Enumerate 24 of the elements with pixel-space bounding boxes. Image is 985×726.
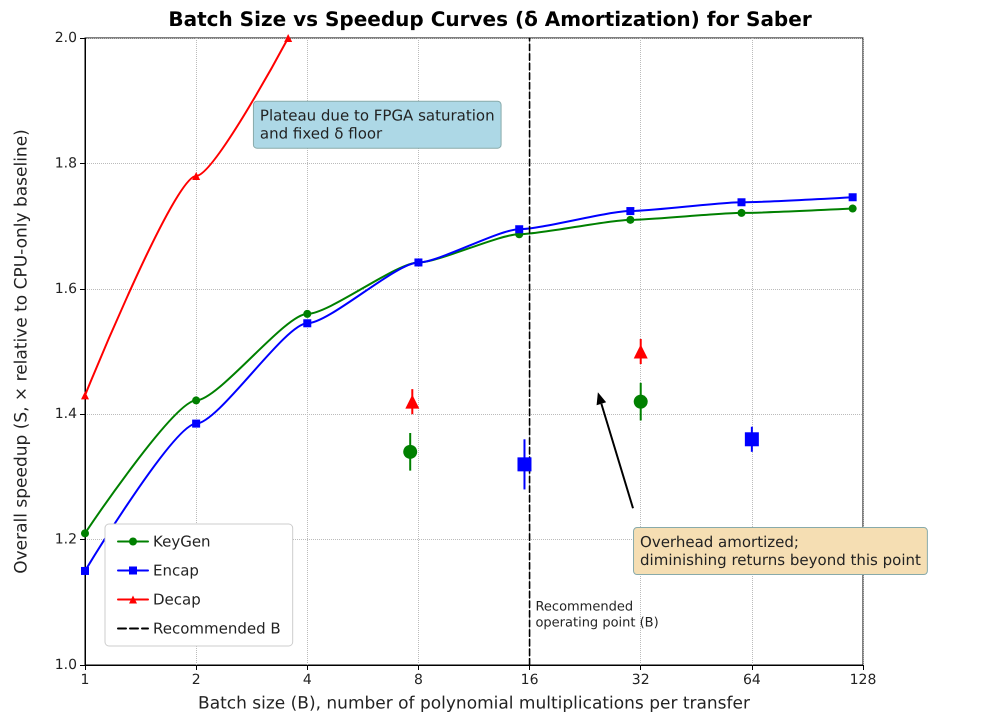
x-tick-label: 2: [192, 672, 201, 688]
legend-label: KeyGen: [153, 532, 211, 550]
y-axis-title: Overall speedup (S, × relative to CPU-only baseline): [12, 129, 32, 574]
legend-label: Recommended B: [153, 620, 281, 638]
x-tick-label: 16: [520, 672, 539, 688]
x-tick-label: 32: [632, 672, 650, 688]
legend-label: Encap: [153, 562, 199, 580]
x-axis-title: Batch size (B), number of polynomial multiplications per transfer: [198, 694, 750, 714]
x-tick-label: 64: [742, 672, 761, 688]
annotation: Overhead amortized; diminishing returns beyond this point: [640, 533, 922, 570]
annotation: Plateau due to FPGA saturation and fixed δ floor: [260, 106, 495, 143]
y-tick-label: 1.2: [54, 532, 77, 548]
x-tick-label: 128: [850, 672, 876, 688]
x-tick-label: 8: [414, 672, 423, 688]
chart-title: Batch Size vs Speedup Curves (δ Amortization) for Saber: [168, 7, 812, 31]
y-tick-label: 1.0: [54, 657, 77, 673]
y-tick-label: 1.4: [54, 406, 78, 422]
annotation: Recommended operating point (B): [535, 600, 659, 631]
x-tick-label: 1: [80, 672, 90, 688]
legend-label: Decap: [153, 590, 201, 608]
y-tick-label: 1.6: [54, 280, 78, 297]
y-tick-label: 2.0: [54, 30, 77, 46]
y-tick-label: 1.8: [54, 155, 77, 172]
x-tick-label: 4: [302, 672, 312, 688]
